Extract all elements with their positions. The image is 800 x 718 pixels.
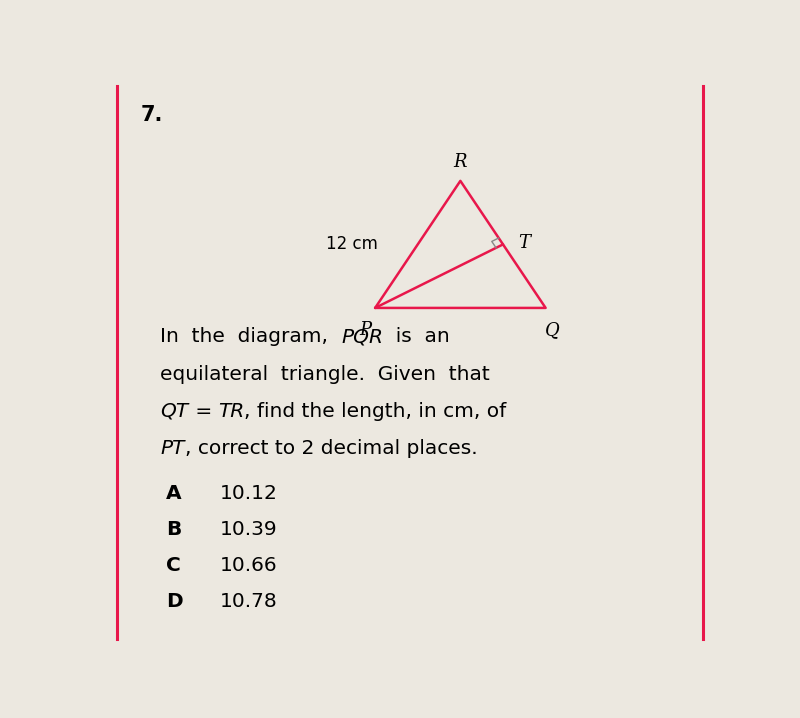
Text: C: C bbox=[166, 556, 181, 575]
Text: P: P bbox=[360, 321, 372, 339]
Text: is  an: is an bbox=[383, 327, 450, 346]
Text: 12 cm: 12 cm bbox=[326, 236, 378, 253]
Text: PQR: PQR bbox=[342, 327, 383, 346]
Text: , correct to 2 decimal places.: , correct to 2 decimal places. bbox=[185, 439, 478, 458]
Text: =: = bbox=[189, 402, 218, 421]
Text: PT: PT bbox=[161, 439, 185, 458]
Text: T: T bbox=[518, 234, 530, 252]
Text: QT: QT bbox=[161, 402, 189, 421]
Text: equilateral  triangle.  Given  that: equilateral triangle. Given that bbox=[161, 365, 490, 383]
Text: D: D bbox=[166, 592, 182, 612]
Text: B: B bbox=[166, 520, 181, 539]
Text: R: R bbox=[454, 153, 467, 171]
Text: In  the  diagram,: In the diagram, bbox=[161, 327, 341, 346]
Text: 10.66: 10.66 bbox=[220, 556, 278, 575]
Text: , find the length, in cm, of: , find the length, in cm, of bbox=[245, 402, 506, 421]
Text: Q: Q bbox=[545, 321, 559, 339]
Text: A: A bbox=[166, 484, 182, 503]
Text: 10.39: 10.39 bbox=[220, 520, 278, 539]
Text: 10.78: 10.78 bbox=[220, 592, 278, 612]
Text: TR: TR bbox=[218, 402, 245, 421]
Text: 10.12: 10.12 bbox=[220, 484, 278, 503]
Text: 7.: 7. bbox=[140, 106, 162, 126]
